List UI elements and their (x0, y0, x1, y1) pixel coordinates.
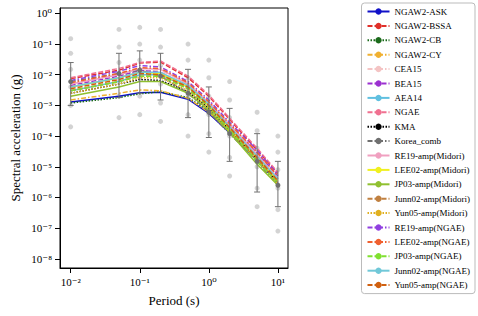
svg-text:NGAW2-ASK: NGAW2-ASK (395, 7, 448, 17)
svg-text:BEA15: BEA15 (395, 79, 423, 89)
svg-text:LEE02-amp(Midori): LEE02-amp(Midori) (395, 165, 470, 175)
svg-text:Yun05-amp(NGAE): Yun05-amp(NGAE) (395, 280, 468, 290)
svg-text:10⁻⁵: 10⁻⁵ (31, 161, 52, 173)
svg-text:LEE02-amp(NGAE): LEE02-amp(NGAE) (395, 237, 470, 247)
svg-text:Junn02-amp(NGAE): Junn02-amp(NGAE) (395, 266, 471, 276)
svg-text:RE19-amp(NGAE): RE19-amp(NGAE) (395, 223, 465, 233)
svg-text:Junn02-amp(Midori): Junn02-amp(Midori) (395, 194, 471, 204)
svg-text:Korea_comb: Korea_comb (395, 136, 442, 146)
svg-text:10⁰: 10⁰ (37, 7, 53, 19)
svg-text:AEA14: AEA14 (395, 93, 423, 103)
svg-text:10⁻⁴: 10⁻⁴ (31, 130, 52, 142)
svg-text:CEA15: CEA15 (395, 64, 423, 74)
svg-text:NGAW2-CY: NGAW2-CY (395, 50, 443, 60)
svg-text:10⁻²: 10⁻² (61, 276, 82, 288)
svg-text:NGAE: NGAE (395, 107, 420, 117)
svg-text:Spectral acceleration (g): Spectral acceleration (g) (8, 74, 23, 201)
svg-text:JP03-amp(NGAE): JP03-amp(NGAE) (395, 251, 462, 261)
svg-text:Yun05-amp(Midori): Yun05-amp(Midori) (395, 208, 468, 218)
svg-text:NGAW2-CB: NGAW2-CB (395, 35, 442, 45)
svg-text:10¹: 10¹ (271, 276, 285, 288)
svg-text:RE19-amp(Midori): RE19-amp(Midori) (395, 151, 465, 161)
svg-text:10⁻⁷: 10⁻⁷ (31, 222, 52, 234)
svg-text:10⁰: 10⁰ (201, 276, 217, 288)
svg-text:KMA: KMA (395, 122, 417, 132)
svg-text:10⁻¹: 10⁻¹ (32, 38, 52, 50)
svg-text:10⁻⁶: 10⁻⁶ (31, 191, 52, 203)
svg-text:10⁻¹: 10⁻¹ (130, 276, 150, 288)
svg-text:10⁻⁸: 10⁻⁸ (31, 253, 52, 265)
svg-text:JP03-amp(Midori): JP03-amp(Midori) (395, 179, 462, 189)
svg-text:NGAW2-BSSA: NGAW2-BSSA (395, 21, 453, 31)
svg-text:10⁻³: 10⁻³ (32, 99, 53, 111)
svg-text:Period (s): Period (s) (149, 293, 200, 308)
svg-text:10⁻²: 10⁻² (32, 69, 53, 81)
